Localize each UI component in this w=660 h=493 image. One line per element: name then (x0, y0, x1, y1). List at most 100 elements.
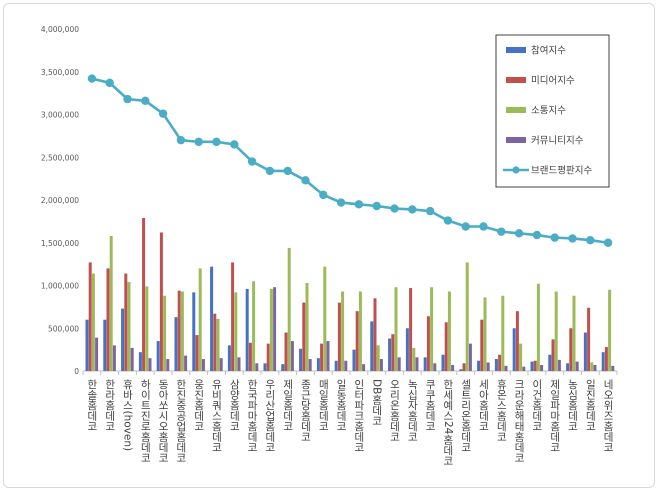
bar-3 (483, 297, 487, 371)
bar-2 (266, 343, 270, 371)
y-tick-label: 3,000,000 (41, 111, 79, 120)
bar-3 (305, 282, 309, 371)
bar-4 (593, 365, 597, 371)
bar-2 (231, 262, 235, 371)
x-tick-label: 휴바스(hoven) (122, 379, 134, 451)
bar-3 (412, 347, 416, 371)
y-tick-label: 1,000,000 (41, 282, 79, 291)
bar-1 (601, 352, 605, 371)
bar-2 (498, 354, 502, 371)
bar-3 (376, 345, 380, 371)
bar-2 (177, 290, 181, 371)
x-tick-label: 유비쿼스홈데코 (211, 379, 223, 453)
bar-1 (103, 319, 107, 371)
reputation-marker (265, 166, 275, 176)
x-tick-label: 제일홈데코 (282, 379, 294, 432)
bar-3 (501, 295, 505, 371)
bar-3 (572, 295, 576, 371)
bar-2 (213, 313, 217, 371)
x-tick-label: 한진중공업홈데코 (175, 379, 187, 463)
bar-3 (430, 287, 434, 371)
reputation-marker (247, 157, 257, 166)
reputation-marker (105, 78, 114, 88)
bar-4 (379, 359, 383, 371)
bar-4 (557, 359, 561, 371)
bar-3 (341, 291, 345, 371)
bar-4 (201, 359, 205, 371)
bar-2 (142, 217, 146, 371)
bar-3 (447, 291, 451, 371)
bar-4 (326, 341, 330, 371)
x-tick-label: 삼양홈데코 (228, 379, 240, 432)
reputation-marker (123, 94, 132, 104)
bar-1 (138, 352, 142, 371)
bar-3 (608, 289, 612, 371)
reputation-marker (568, 234, 577, 243)
bar-3 (590, 362, 594, 371)
bar-4 (522, 366, 526, 371)
reputation-marker (532, 230, 542, 240)
bar-2 (462, 363, 466, 371)
bar-4 (184, 355, 188, 371)
x-tick-label: 쿠쿠홈데코 (424, 379, 436, 432)
reputation-marker (514, 229, 524, 238)
bar-3 (252, 281, 256, 371)
bar-3 (145, 286, 149, 371)
bar-1 (245, 288, 249, 371)
bar-4 (219, 358, 223, 371)
bar-4 (486, 362, 490, 371)
legend-swatch-marker (512, 166, 520, 174)
legend-label: 커뮤니티지수 (531, 136, 584, 147)
bar-1 (459, 369, 463, 371)
bar-3 (216, 318, 220, 371)
bar-2 (533, 360, 537, 371)
bar-1 (494, 359, 498, 371)
bar-2 (444, 322, 448, 371)
bar-4 (95, 337, 99, 371)
y-tick-label: 500,000 (48, 324, 79, 333)
bar-2 (248, 342, 252, 371)
bar-4 (415, 357, 419, 371)
bar-2 (302, 302, 306, 371)
x-tick-label: 한세예스24홈데코 (442, 379, 454, 466)
bar-2 (426, 316, 430, 371)
reputation-marker (443, 216, 453, 225)
y-tick-label: 0 (74, 367, 79, 376)
bar-2 (284, 332, 288, 371)
bar-3 (358, 291, 362, 371)
x-tick-label: 세아홈데코 (478, 379, 490, 432)
bar-1 (566, 363, 570, 371)
reputation-marker (301, 176, 310, 185)
bar-1 (192, 292, 196, 371)
bar-1 (174, 317, 178, 371)
bar-1 (352, 349, 356, 372)
bar-2 (159, 232, 163, 371)
x-tick-label: 네오위즈홈데코 (602, 379, 614, 453)
bar-2 (106, 268, 110, 371)
bar-1 (156, 341, 160, 371)
bar-3 (269, 288, 273, 371)
reputation-marker (425, 206, 435, 216)
bar-4 (344, 360, 348, 371)
legend-label: 브랜드평판지수 (531, 166, 592, 177)
reputation-marker (230, 140, 239, 149)
bar-4 (451, 365, 455, 371)
reputation-marker (408, 205, 417, 214)
reputation-marker (158, 109, 168, 118)
bar-2 (551, 339, 555, 371)
bar-4 (540, 365, 544, 371)
legend-swatch (506, 47, 526, 53)
bar-1 (227, 345, 231, 371)
reputation-marker (586, 235, 595, 245)
bar-4 (237, 357, 241, 371)
reputation-marker (550, 233, 559, 242)
bar-2 (88, 262, 92, 371)
bar-4 (433, 363, 437, 371)
legend-swatch (506, 137, 526, 143)
bar-4 (148, 358, 152, 371)
bar-1 (263, 363, 267, 371)
bar-4 (504, 365, 508, 371)
x-tick-label: 웅진홈데코 (193, 379, 205, 432)
bar-2 (569, 328, 573, 371)
